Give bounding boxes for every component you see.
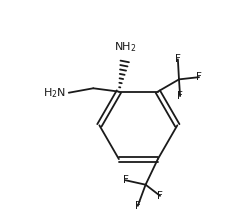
Text: F: F bbox=[122, 175, 128, 185]
Text: F: F bbox=[157, 191, 163, 201]
Text: F: F bbox=[175, 54, 181, 64]
Text: H$_2$N: H$_2$N bbox=[43, 86, 66, 100]
Text: NH$_2$: NH$_2$ bbox=[114, 40, 137, 54]
Text: F: F bbox=[196, 72, 202, 82]
Text: F: F bbox=[135, 201, 141, 211]
Text: F: F bbox=[177, 91, 183, 101]
